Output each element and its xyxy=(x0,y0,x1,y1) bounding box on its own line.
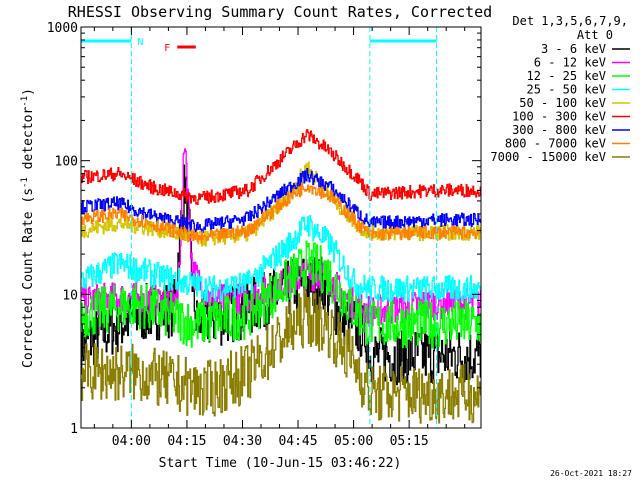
flare-label: F xyxy=(164,43,170,54)
x-tick-label: 05:15 xyxy=(390,434,429,449)
x-tick-label: 04:45 xyxy=(278,434,317,449)
plot-frame xyxy=(80,26,482,429)
legend-header-line2: Att 0 xyxy=(577,28,613,42)
series-line xyxy=(81,214,481,303)
y-tick-label: 10 xyxy=(62,288,78,303)
legend-label: 800 - 7000 keV xyxy=(505,137,606,151)
legend-label: 100 - 300 keV xyxy=(512,110,606,124)
legend-label: 25 - 50 keV xyxy=(527,83,606,97)
series-line xyxy=(81,128,481,206)
legend-label: 12 - 25 keV xyxy=(527,69,606,83)
legend-label: 7000 - 15000 keV xyxy=(490,150,606,164)
timestamp: 26-Oct-2021 18:27 xyxy=(550,469,632,478)
x-tick-label: 05:00 xyxy=(334,434,373,449)
x-axis: 04:00 04:15 04:30 04:45 05:00 05:15 xyxy=(93,27,466,449)
series-line xyxy=(81,168,481,234)
y-axis-label: Corrected Count Rate (s-1 detector-1) xyxy=(20,88,36,368)
chart-title: RHESSI Observing Summary Count Rates, Co… xyxy=(68,3,492,21)
x-tick-label: 04:15 xyxy=(167,434,206,449)
legend-label: 3 - 6 keV xyxy=(541,42,606,56)
annotations: NF xyxy=(81,27,438,428)
y-tick-label: 100 xyxy=(55,155,78,170)
x-axis-label: Start Time (10-Jun-15 03:46:22) xyxy=(159,456,402,471)
y-tick-label: 1 xyxy=(70,422,78,437)
legend-label: 50 - 100 keV xyxy=(519,96,606,110)
data-series xyxy=(81,128,481,424)
night-label: N xyxy=(137,37,143,48)
legend-header-line1: Det 1,3,5,6,7,9, xyxy=(512,14,628,28)
legend-label: 300 - 800 keV xyxy=(512,123,606,137)
x-tick-label: 04:00 xyxy=(112,434,151,449)
series-line xyxy=(81,288,481,424)
y-axis: 1 10 100 1000 xyxy=(47,21,481,437)
series-line xyxy=(81,240,481,349)
y-tick-label: 1000 xyxy=(47,21,78,36)
legend-label: 6 - 12 keV xyxy=(534,56,606,70)
x-tick-label: 04:30 xyxy=(223,434,262,449)
series-line xyxy=(81,182,481,244)
